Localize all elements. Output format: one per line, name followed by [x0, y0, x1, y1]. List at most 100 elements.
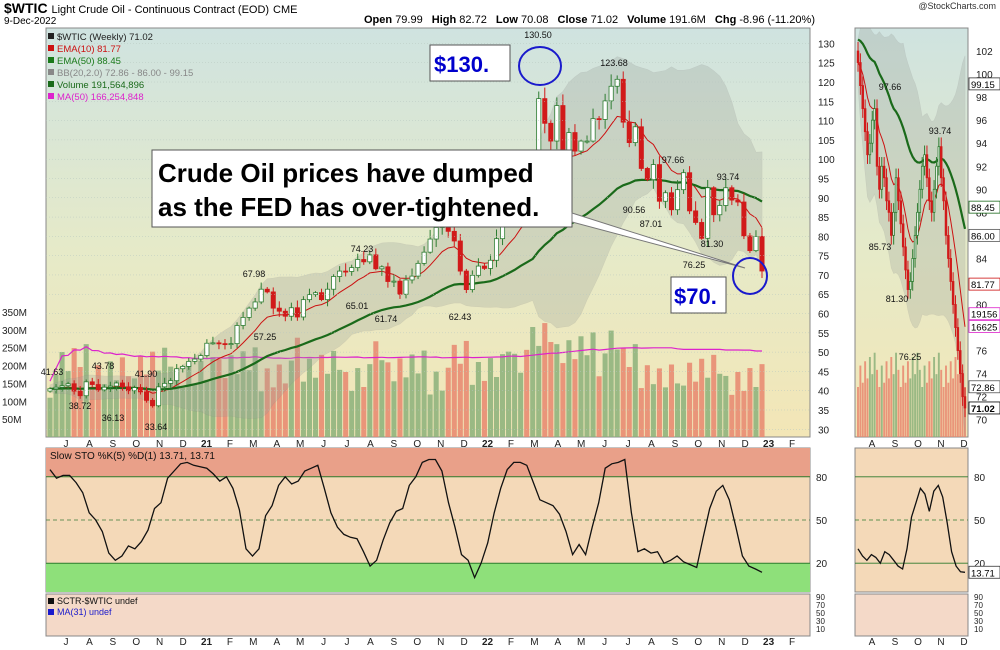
y-tick-label: 35: [818, 406, 830, 417]
volume-bar: [397, 358, 403, 437]
volume-value: 191.6M: [669, 14, 706, 26]
daily-volume-bar: [892, 374, 895, 437]
y-tick-label: 130: [818, 39, 835, 50]
candle-body: [270, 291, 276, 309]
price-label: 67.98: [243, 269, 266, 279]
candle-body: [427, 238, 433, 253]
x-tick-label: D: [742, 439, 749, 450]
volume-bar: [524, 349, 530, 437]
price-label: 36.13: [102, 413, 125, 423]
x-tick-label: A: [554, 637, 561, 648]
daily-candle-body: [899, 200, 903, 225]
x-tick-label: J: [602, 637, 607, 648]
x-tick-label: M: [577, 637, 585, 648]
candle-body: [204, 342, 210, 356]
chg-label: Chg: [714, 14, 737, 26]
candle-body: [361, 259, 367, 263]
daily-value-tag: [968, 228, 1000, 242]
sctr-legend-entry: SCTR-$WTIC undef: [57, 596, 138, 606]
x-tick-label: O: [413, 439, 421, 450]
x-tick-label: A: [648, 439, 655, 450]
daily-candle-body: [868, 142, 872, 156]
volume-bar: [325, 373, 331, 437]
stoch-line: [49, 458, 763, 580]
daily-price-label: 97.66: [879, 82, 902, 92]
volume-bar: [729, 394, 735, 437]
daily-y-tick-label: 70: [976, 416, 988, 427]
volume-bar: [578, 336, 584, 437]
daily-candle-body: [947, 234, 950, 259]
candle-body: [101, 386, 107, 391]
x-tick-label: A: [273, 439, 280, 450]
volume-bar: [566, 340, 572, 437]
candle-body: [306, 294, 312, 301]
x-tick-label: M: [577, 439, 585, 450]
volume-bar: [753, 387, 759, 437]
daily-volume-bar: [918, 369, 921, 437]
volume-bar: [614, 349, 620, 437]
x-tick-label: O: [413, 637, 421, 648]
candle-body: [747, 235, 753, 252]
daily-candle-body: [935, 165, 938, 190]
daily-volume-bar: [883, 382, 886, 437]
volume-bar: [463, 340, 469, 437]
daily-x-tick-label: A: [869, 637, 876, 648]
daily-y-tick-label: 72: [976, 393, 988, 404]
sctr-legend-swatch: [48, 609, 54, 615]
daily-y-tick-label: 84: [976, 254, 988, 265]
volume-bar: [433, 371, 439, 437]
daily-volume-bar: [952, 378, 955, 437]
candle-body: [343, 270, 349, 273]
x-tick-label: S: [391, 439, 398, 450]
candle-body: [264, 288, 270, 293]
daily-volume-bar: [859, 365, 862, 437]
daily-candle-body: [863, 108, 867, 133]
daily-volume-bar: [909, 378, 912, 437]
candle-body: [258, 288, 264, 303]
candle-body: [294, 307, 300, 318]
daily-price-label: 93.74: [929, 126, 952, 136]
candle-body: [156, 386, 162, 407]
volume-bar: [349, 390, 355, 437]
volume-bar: [137, 355, 144, 437]
x-tick-label: 22: [482, 637, 494, 648]
candle-body: [759, 235, 765, 272]
volume-bar: [47, 397, 53, 437]
candle-body: [47, 388, 53, 392]
daily-y-tick-label: 92: [976, 162, 988, 173]
volume-bar: [518, 372, 524, 437]
volume-bar: [379, 360, 385, 437]
low-value: 70.08: [520, 14, 549, 26]
volume-bar: [186, 364, 192, 437]
sctr-tick-label: 70: [816, 601, 825, 610]
volume-bar: [747, 368, 753, 437]
legend-entry: EMA(10) 81.77: [57, 44, 121, 55]
daily-y-tick-label: 96: [976, 116, 988, 127]
x-tick-label: J: [64, 637, 69, 648]
volume-bar: [681, 385, 687, 437]
daily-y-tick-label: 74: [976, 370, 988, 381]
volume-bar: [608, 330, 614, 437]
daily-candle-body: [878, 165, 881, 190]
daily-volume-bar: [959, 352, 962, 437]
x-tick-label: J: [321, 439, 326, 450]
candle-body: [548, 122, 554, 142]
daily-candle-body: [892, 211, 895, 236]
daily-y-tick-label: 88: [976, 208, 988, 219]
x-tick-label: J: [626, 637, 631, 648]
candle-body: [711, 187, 717, 216]
high-circle: [518, 46, 562, 86]
high-label: High: [431, 14, 457, 26]
volume-bar: [306, 358, 312, 437]
x-tick-label: A: [648, 637, 655, 648]
daily-volume-bar: [871, 374, 874, 437]
stoch-tick-label: 80: [816, 473, 828, 484]
legend-entry: EMA(50) 88.45: [57, 56, 121, 67]
y-tick-label: 100: [818, 155, 835, 166]
candle-body: [753, 235, 759, 252]
volume-bar: [331, 350, 337, 437]
x-tick-label: J: [345, 439, 350, 450]
daily-volume-bar: [916, 352, 919, 437]
volume-bar: [361, 387, 367, 437]
volume-bar: [487, 358, 494, 437]
